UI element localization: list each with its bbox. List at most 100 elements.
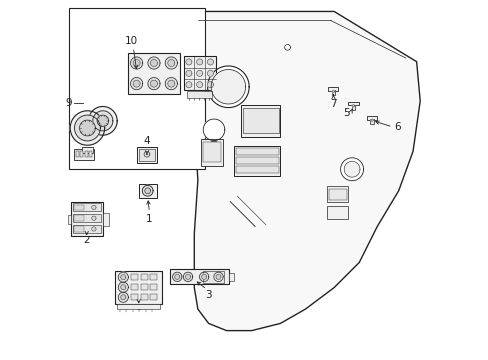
Bar	[131, 284, 138, 291]
Text: 5: 5	[342, 108, 349, 118]
Bar	[203, 271, 224, 283]
Bar	[149, 294, 157, 301]
Text: 6: 6	[393, 122, 400, 132]
Bar	[69, 8, 204, 169]
Polygon shape	[216, 274, 221, 279]
Bar	[351, 105, 355, 110]
Polygon shape	[118, 272, 128, 282]
Bar	[170, 269, 229, 284]
Bar	[137, 147, 157, 163]
Text: 2: 2	[83, 234, 90, 244]
Polygon shape	[118, 292, 128, 302]
Polygon shape	[185, 82, 191, 88]
Polygon shape	[185, 70, 191, 76]
Polygon shape	[183, 272, 192, 282]
Bar	[70, 202, 102, 237]
Bar	[82, 147, 93, 153]
Polygon shape	[194, 12, 419, 330]
Text: 7: 7	[329, 99, 336, 109]
Polygon shape	[93, 111, 113, 131]
Bar	[140, 294, 147, 301]
Polygon shape	[144, 188, 150, 194]
Polygon shape	[370, 119, 372, 121]
Polygon shape	[172, 272, 182, 282]
Polygon shape	[97, 115, 108, 127]
Bar	[241, 105, 280, 137]
Polygon shape	[201, 274, 206, 279]
Bar	[74, 215, 84, 221]
Polygon shape	[203, 119, 224, 140]
Polygon shape	[167, 59, 174, 67]
Text: 3: 3	[205, 291, 211, 301]
Text: 8: 8	[135, 302, 142, 312]
Bar	[369, 119, 373, 124]
Polygon shape	[196, 59, 202, 65]
Polygon shape	[207, 70, 213, 76]
Bar	[67, 215, 70, 224]
Polygon shape	[147, 57, 160, 69]
Polygon shape	[80, 120, 95, 136]
Polygon shape	[185, 59, 191, 65]
Polygon shape	[196, 70, 202, 76]
Bar	[128, 53, 180, 94]
Polygon shape	[150, 59, 157, 67]
Bar	[149, 274, 157, 280]
Bar	[117, 305, 160, 309]
Polygon shape	[88, 107, 117, 135]
Bar	[242, 108, 278, 134]
Polygon shape	[284, 44, 290, 50]
Polygon shape	[92, 216, 96, 220]
Polygon shape	[121, 275, 125, 280]
Bar	[149, 284, 157, 291]
Bar	[203, 142, 221, 162]
Polygon shape	[213, 272, 223, 282]
Bar	[76, 151, 79, 157]
Polygon shape	[207, 141, 220, 154]
Bar	[131, 294, 138, 301]
Polygon shape	[144, 151, 149, 157]
Polygon shape	[74, 115, 100, 141]
Polygon shape	[150, 80, 157, 87]
Polygon shape	[207, 66, 249, 108]
Bar	[183, 56, 215, 90]
Polygon shape	[70, 111, 104, 145]
Bar	[74, 149, 93, 159]
Polygon shape	[340, 158, 363, 181]
Polygon shape	[130, 57, 142, 69]
Bar	[229, 273, 234, 281]
Bar	[235, 148, 278, 155]
Bar	[348, 102, 358, 105]
Polygon shape	[185, 274, 190, 279]
Polygon shape	[121, 295, 125, 300]
Text: 4: 4	[143, 136, 150, 146]
Bar	[328, 87, 338, 91]
Bar	[131, 274, 138, 280]
Bar	[139, 184, 156, 198]
Bar	[328, 189, 346, 200]
Bar	[140, 284, 147, 291]
Bar	[366, 116, 376, 120]
Bar	[235, 157, 278, 164]
Polygon shape	[174, 274, 180, 279]
Text: 1: 1	[146, 214, 152, 224]
Bar	[80, 151, 83, 157]
Bar	[235, 166, 278, 173]
Bar	[326, 186, 348, 202]
Bar	[331, 90, 335, 95]
Polygon shape	[207, 59, 213, 65]
Polygon shape	[130, 77, 142, 90]
Polygon shape	[344, 161, 359, 177]
Text: 10: 10	[125, 36, 138, 46]
Bar	[102, 213, 109, 226]
Bar	[73, 225, 101, 233]
Bar	[140, 274, 147, 280]
Polygon shape	[133, 80, 140, 87]
Bar	[74, 226, 84, 232]
Polygon shape	[211, 69, 245, 104]
Text: 9: 9	[65, 98, 72, 108]
Polygon shape	[121, 285, 125, 290]
Polygon shape	[196, 82, 202, 88]
Polygon shape	[118, 282, 128, 292]
Polygon shape	[147, 77, 160, 90]
Polygon shape	[142, 185, 153, 196]
